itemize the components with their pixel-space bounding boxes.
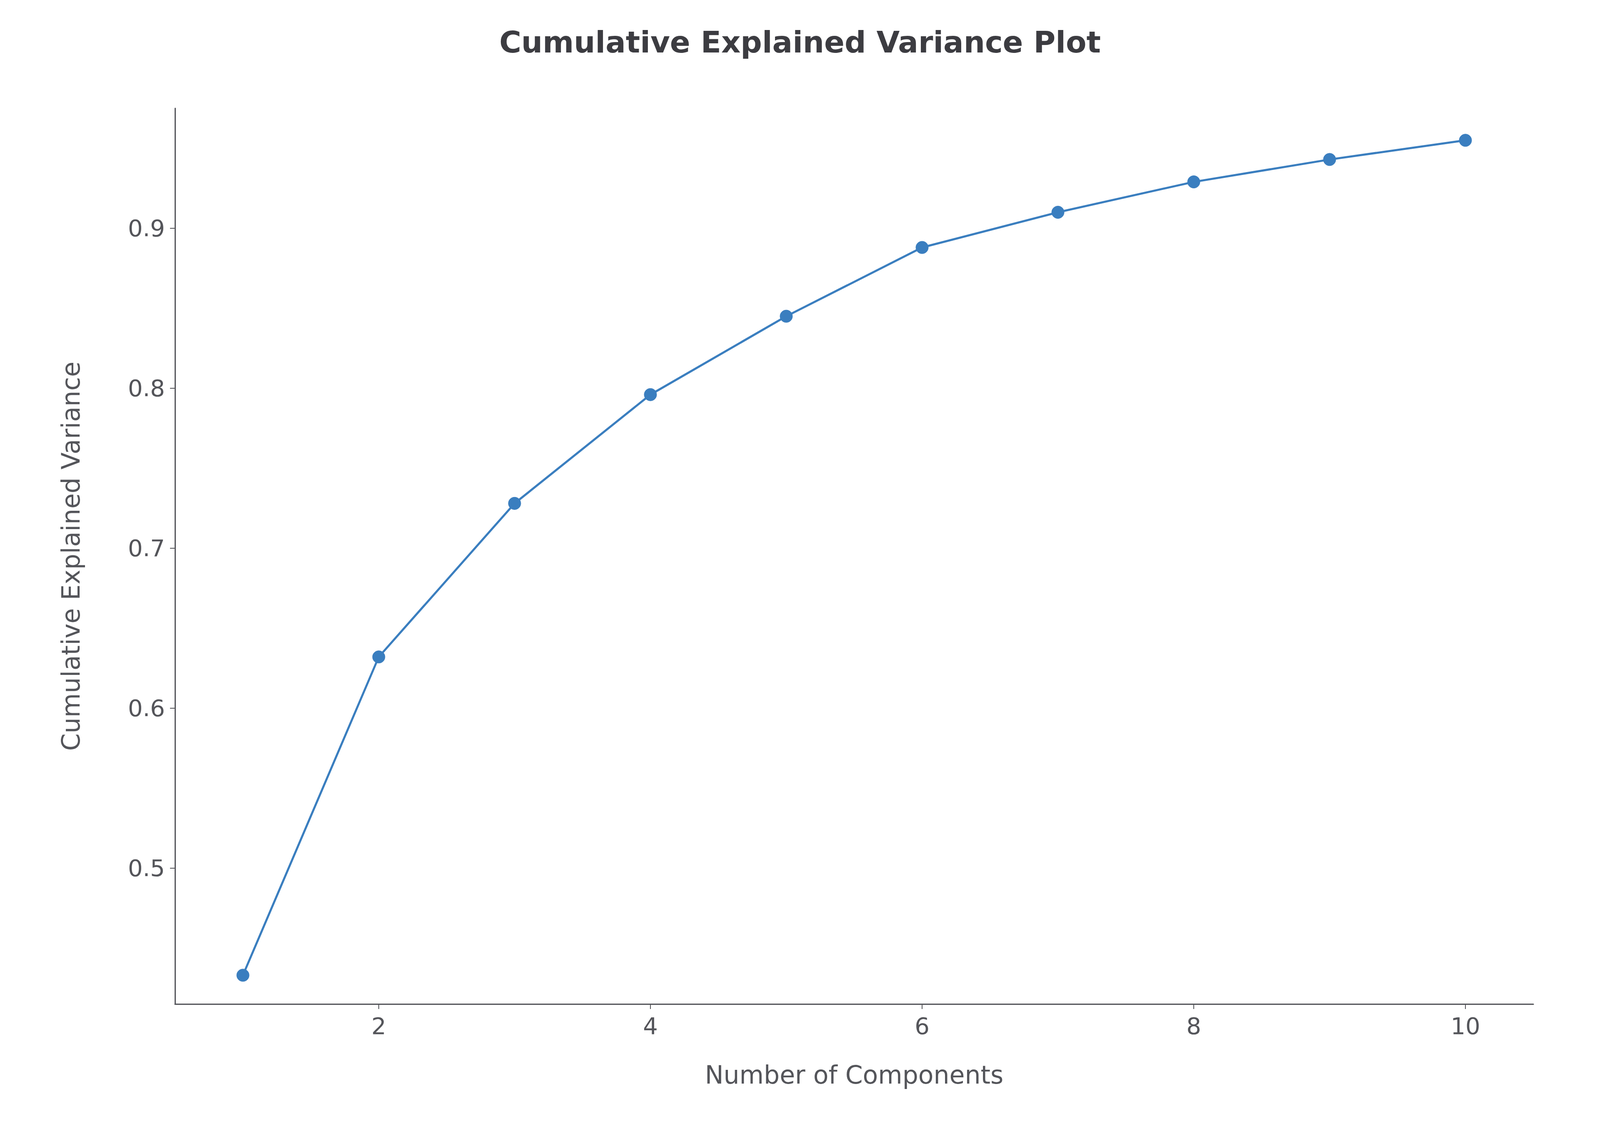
svg-text:Cumulative Explained Variance: Cumulative Explained Variance	[56, 361, 86, 751]
svg-text:0.5: 0.5	[127, 854, 165, 882]
svg-text:Cumulative Explained Variance: Cumulative Explained Variance Plot	[499, 24, 1101, 60]
svg-text:2: 2	[371, 1012, 387, 1040]
svg-text:10: 10	[1450, 1012, 1480, 1040]
svg-text:8: 8	[1186, 1012, 1202, 1040]
svg-text:6: 6	[914, 1012, 930, 1040]
svg-text:4: 4	[642, 1012, 658, 1040]
svg-text:0.8: 0.8	[127, 374, 165, 402]
svg-text:Number of Components: Number of Components	[705, 1060, 1004, 1090]
svg-text:0.7: 0.7	[127, 534, 165, 562]
svg-text:0.6: 0.6	[127, 694, 165, 722]
svg-text:0.9: 0.9	[127, 214, 165, 242]
